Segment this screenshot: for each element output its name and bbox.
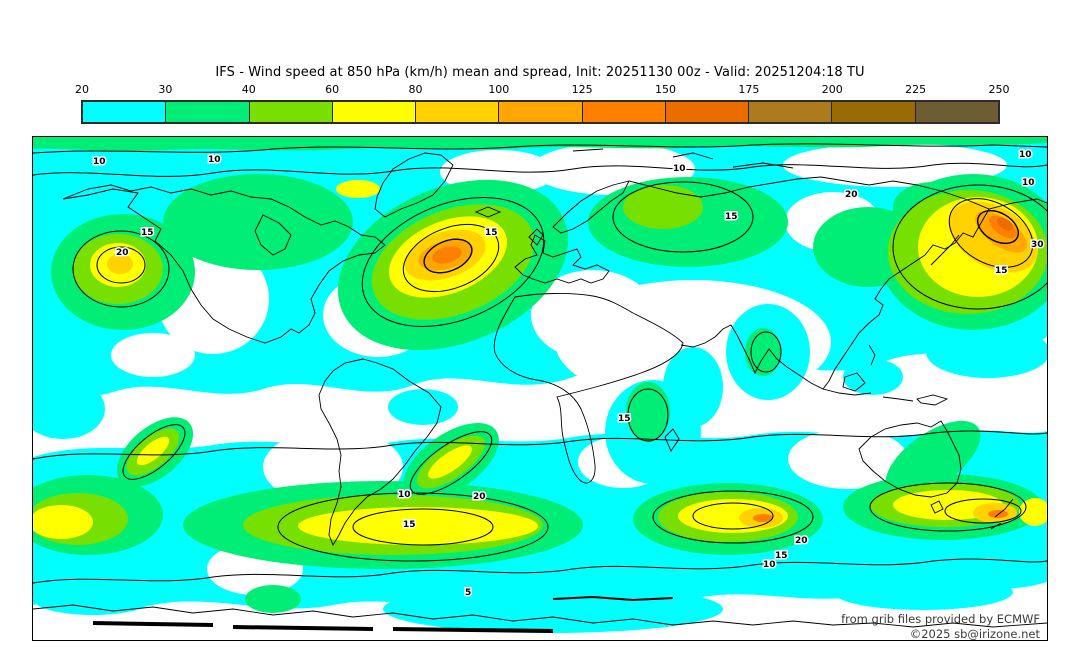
colorbar-segment xyxy=(748,102,832,122)
wind-fill-20-30-patches xyxy=(33,304,1047,633)
colorbar-tick-label: 250 xyxy=(988,83,1010,96)
contour-label: 10 xyxy=(93,157,106,167)
colorbar-segment xyxy=(415,102,499,122)
colorbar-segment xyxy=(914,102,998,122)
contour-label: 15 xyxy=(775,551,788,561)
contour-label: 15 xyxy=(403,520,416,530)
contour-label: 10 xyxy=(763,560,776,570)
colorbar-tick-label: 80 xyxy=(408,83,423,96)
colorbar xyxy=(81,100,1000,124)
colorbar-tick-label: 100 xyxy=(488,83,510,96)
page-title: IFS - Wind speed at 850 hPa (km/h) mean … xyxy=(215,65,865,80)
colorbar-segment xyxy=(581,102,665,122)
colorbar-segment xyxy=(331,102,416,122)
colorbar-tick-label: 30 xyxy=(158,83,173,96)
colorbar-segment xyxy=(664,102,749,122)
colorbar-tick-label: 60 xyxy=(325,83,340,96)
colorbar-tick-label: 200 xyxy=(821,83,843,96)
contour-label: 20 xyxy=(473,492,486,502)
attribution: from grib files provided by ECMWF ©2025 … xyxy=(841,612,1040,640)
colorbar-tick-label: 20 xyxy=(75,83,89,96)
contour-label: 15 xyxy=(141,228,154,238)
contour-labels: 10 10 15 20 15 10 15 20 10 10 30 15 10 1… xyxy=(92,149,1046,600)
contour-label: 10 xyxy=(673,164,686,174)
spread-contours xyxy=(33,143,1047,584)
weather-map: 10 10 15 20 15 10 15 20 10 10 30 15 10 1… xyxy=(32,136,1048,641)
attribution-copyright: ©2025 sb@irizone.net xyxy=(910,627,1041,640)
colorbar-segment xyxy=(165,102,249,122)
contour-label: 20 xyxy=(845,190,858,200)
contour-label: 15 xyxy=(485,228,498,238)
colorbar-segment xyxy=(83,102,166,122)
contour-label: 15 xyxy=(995,266,1008,276)
attribution-source: from grib files provided by ECMWF xyxy=(841,612,1040,626)
colorbar-tick-labels: 20 30 40 60 80 100 125 150 175 200 225 2… xyxy=(75,83,1010,97)
contour-label: 5 xyxy=(465,588,471,598)
contour-label: 10 xyxy=(398,490,411,500)
colorbar-segment xyxy=(831,102,915,122)
wind-fill-150-175 xyxy=(997,217,1013,231)
contour-label: 20 xyxy=(116,248,129,258)
colorbar-tick-label: 225 xyxy=(905,83,927,96)
colorbar-tick-label: 175 xyxy=(738,83,760,96)
contour-label: 15 xyxy=(725,212,738,222)
coastlines xyxy=(33,148,1047,633)
contour-label: 20 xyxy=(795,536,808,546)
contour-label: 30 xyxy=(1031,240,1044,250)
colorbar-tick-label: 40 xyxy=(241,83,256,96)
contour-label: 10 xyxy=(208,155,221,165)
contour-label: 10 xyxy=(1019,150,1032,160)
colorbar-tick-label: 125 xyxy=(571,83,593,96)
colorbar-tick-label: 150 xyxy=(655,83,677,96)
contour-label: 10 xyxy=(1022,178,1035,188)
colorbar-segment xyxy=(498,102,582,122)
contour-label: 15 xyxy=(618,414,631,424)
wind-speed-map: 10 10 15 20 15 10 15 20 10 10 30 15 10 1… xyxy=(33,137,1047,640)
colorbar-segment xyxy=(248,102,332,122)
